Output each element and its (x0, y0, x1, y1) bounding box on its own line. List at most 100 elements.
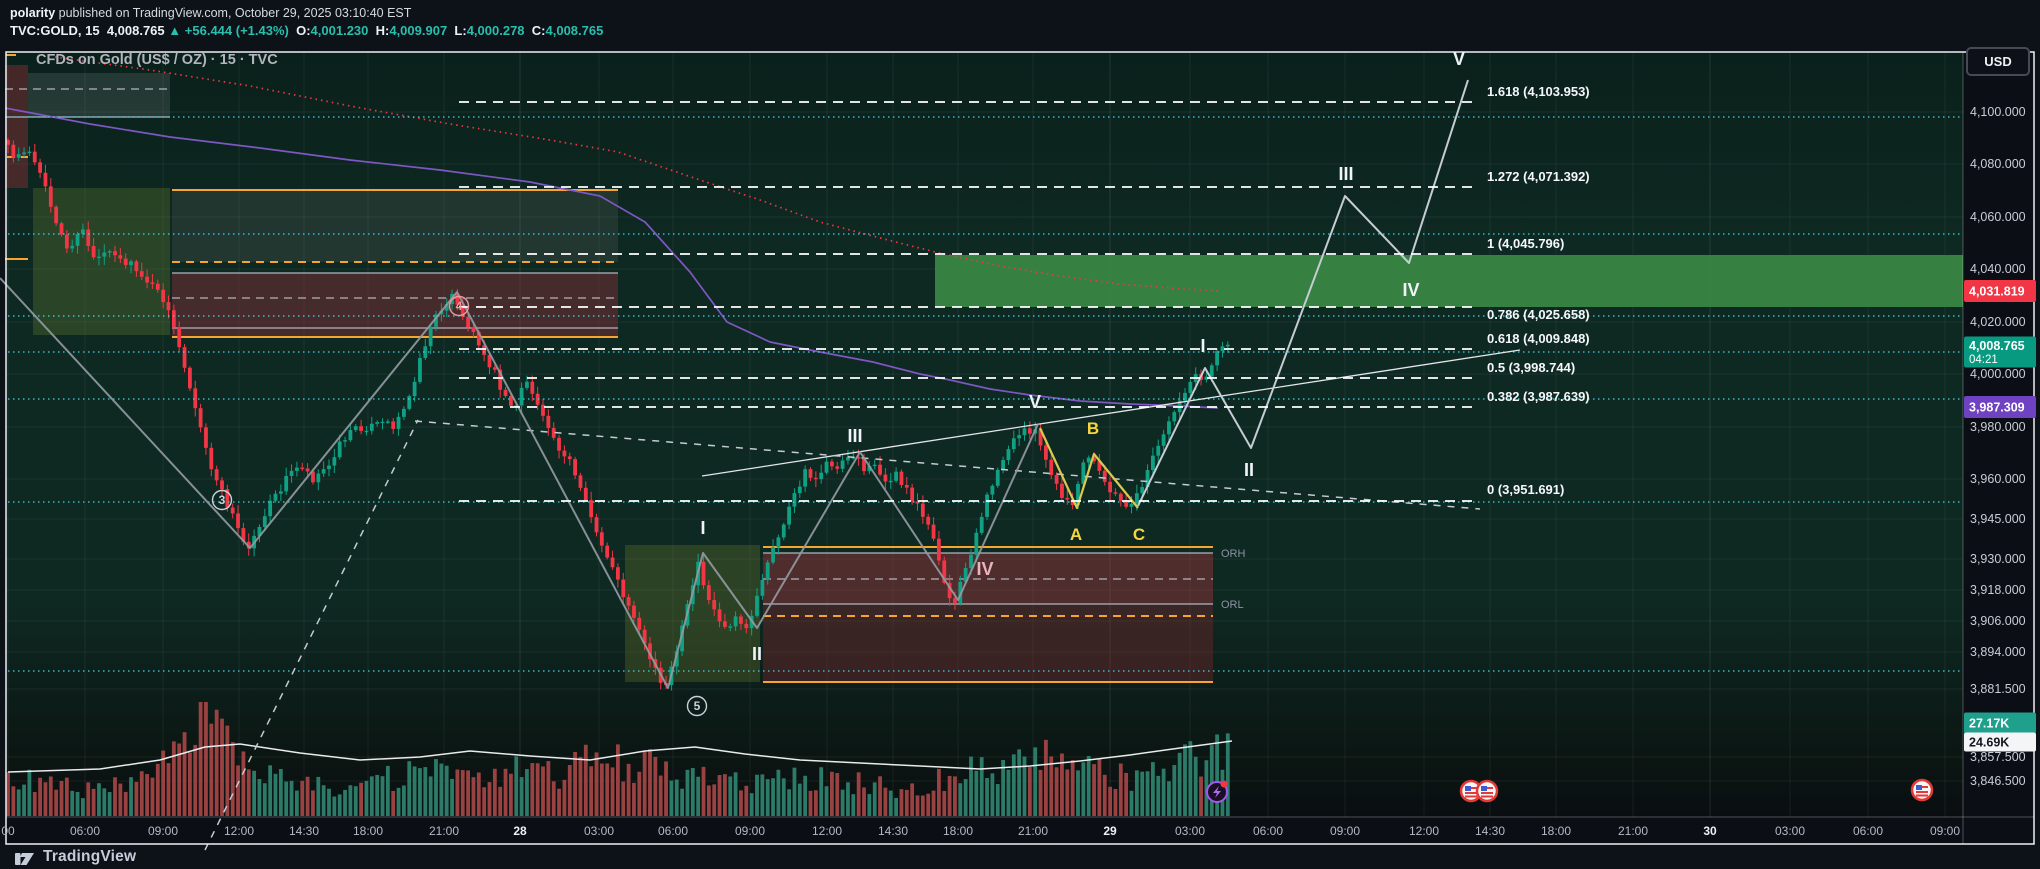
time-tick: 14:30 (878, 824, 908, 838)
purple-ma-badge (1964, 396, 2036, 418)
wave-circled-3: 3 (219, 493, 226, 507)
abc-correction-path (1039, 427, 1139, 510)
time-tick: 29 (1103, 824, 1117, 838)
time-tick: 03:00 (584, 824, 614, 838)
trendlines (204, 349, 1521, 851)
time-tick: 18:00 (353, 824, 383, 838)
wave-paths (0, 79, 1469, 689)
wave-circled-4: 4 (456, 299, 463, 313)
time-tick: 18:00 (1541, 824, 1571, 838)
time-tick: 03:00 (1175, 824, 1205, 838)
price-change: +56.444 (+1.43%) (184, 23, 289, 39)
time-tick: 12:00 (224, 824, 254, 838)
time-tick: 06:00 (1253, 824, 1283, 838)
currency-toggle-button[interactable]: USD (1966, 47, 2030, 76)
mid-olive-box[interactable] (625, 545, 760, 682)
rising-trendline[interactable] (701, 349, 1521, 477)
tradingview-logo-text[interactable]: TradingView (43, 848, 137, 865)
price-tick: 3,945.000 (1970, 512, 2026, 526)
chart-backgrounds (6, 52, 2034, 844)
price-tick: 4,040.000 (1970, 262, 2026, 276)
time-tick: 00 (1, 824, 15, 838)
time-tick: 12:00 (812, 824, 842, 838)
time-tick: 21:00 (1618, 824, 1648, 838)
fib-label-0.5: 0.5 (3,998.744) (1487, 360, 1575, 375)
wave-label-V: V (1029, 392, 1041, 412)
wave-label-II: II (1244, 460, 1254, 480)
chart-legend-title[interactable]: CFDs on Gold (US$ / OZ) · 15 · TVC (36, 52, 278, 68)
projection-path (1137, 79, 1469, 507)
wave-label-II: II (752, 644, 762, 664)
fib-label-1: 1 (4,045.796) (1487, 236, 1564, 251)
time-tick: 14:30 (289, 824, 319, 838)
wave-label-C: C (1133, 525, 1145, 544)
time-tick: 12:00 (1409, 824, 1439, 838)
price-tick: 3,980.000 (1970, 420, 2026, 434)
volume-ma-line (7, 740, 1233, 773)
price-tick: 3,881.500 (1970, 682, 2026, 696)
fib-label-1.618: 1.618 (4,103.953) (1487, 84, 1590, 99)
open-label: O: (296, 23, 311, 39)
ascending-dashed-trendline[interactable] (204, 419, 419, 851)
wave-label-III: III (1338, 164, 1353, 184)
purple-ma-line (4, 107, 1219, 409)
wave-label-I: I (700, 518, 705, 538)
time-tick: 09:00 (148, 824, 178, 838)
wave-label-III: III (847, 426, 862, 446)
time-tick: 06:00 (658, 824, 688, 838)
time-tick: 09:00 (1930, 824, 1960, 838)
price-tick: 4,100.000 (1970, 105, 2026, 119)
fib-label-1.272: 1.272 (4,071.392) (1487, 169, 1590, 184)
fib-target-green-box[interactable] (935, 255, 1963, 307)
price-tick: 3,857.500 (1970, 750, 2026, 764)
time-axis[interactable]: 00 06:00 09:00 12:00 14:30 18:00 21:00 28 03:00 0… (1, 824, 1960, 838)
wave-label-A: A (1070, 525, 1082, 544)
descending-dashed-trendline[interactable] (414, 420, 1481, 510)
time-tick: 06:00 (1853, 824, 1883, 838)
close-value: 4,008.765 (545, 23, 604, 39)
high-value: 4,009.907 (389, 23, 448, 39)
price-tick: 3,960.000 (1970, 472, 2026, 486)
footer-brand-bar: TradingView (14, 848, 136, 866)
opening-range-labels: ORH ORL (1221, 548, 1246, 611)
publication-header: polarity published on TradingView.com, O… (10, 4, 603, 41)
wave-label-V: V (1453, 49, 1465, 69)
moving-averages (4, 56, 1233, 773)
time-tick: 21:00 (1018, 824, 1048, 838)
price-tick: 3,906.000 (1970, 614, 2026, 628)
wave-circled-5: 5 (694, 699, 701, 713)
svg-text:24.69K: 24.69K (1969, 736, 2009, 750)
fib-label-0: 0 (3,951.691) (1487, 482, 1564, 497)
time-tick: 14:30 (1475, 824, 1505, 838)
left-stub-red-box[interactable] (5, 65, 28, 188)
range-red-box[interactable] (172, 273, 618, 337)
wave-label-IV: IV (1402, 280, 1419, 300)
left-green-box[interactable] (33, 188, 170, 335)
topleft-gray-box[interactable] (28, 73, 170, 117)
orh-label: ORH (1221, 548, 1246, 560)
range-gray-box[interactable] (172, 190, 618, 262)
fib-label-0.618: 0.618 (4,009.848) (1487, 331, 1590, 346)
drawing-boxes (5, 65, 1963, 682)
last-price-badge (1964, 336, 2036, 368)
published-text: published on TradingView.com, October 29… (55, 6, 412, 20)
chart-frame (5, 51, 2035, 845)
change-arrow-icon: ▲ (168, 23, 182, 39)
price-tick: 4,060.000 (1970, 210, 2026, 224)
price-tick: 3,930.000 (1970, 552, 2026, 566)
wave-label-I: I (1200, 336, 1205, 356)
timeline-icons[interactable] (1206, 778, 1934, 803)
price-axis[interactable]: 4,100.000 4,080.000 4,060.000 4,040.000 4,02… (1970, 105, 2026, 788)
open-value: 4,001.230 (310, 23, 369, 39)
red-ma-badge (1964, 280, 2036, 302)
time-tick: 09:00 (1330, 824, 1360, 838)
svg-text:4,008.765: 4,008.765 (1969, 339, 2025, 353)
svg-text:3,987.309: 3,987.309 (1969, 401, 2025, 415)
price-tick: 4,020.000 (1970, 315, 2026, 329)
horizontal-drawing-lines (5, 54, 1213, 683)
svg-text:04:21: 04:21 (1969, 354, 1998, 366)
tradingview-logo-icon[interactable] (14, 849, 36, 866)
